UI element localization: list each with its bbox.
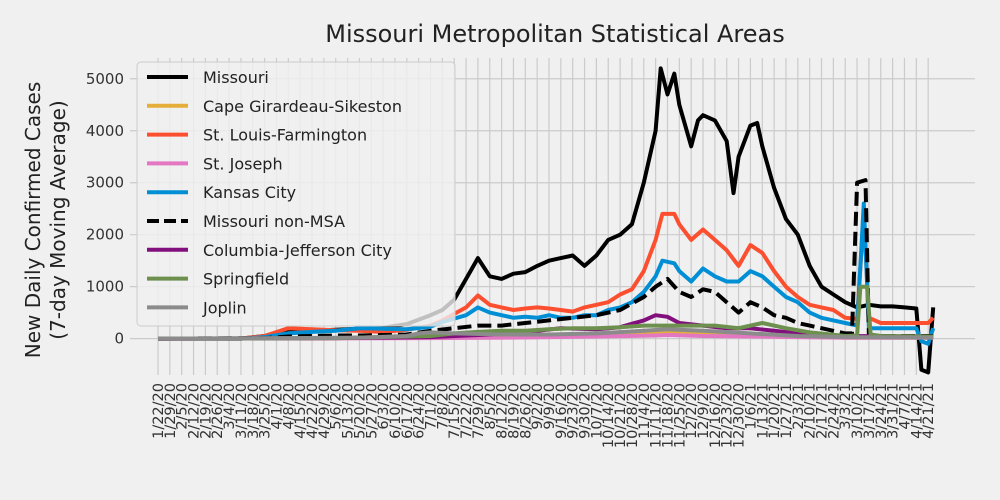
x-tick-label: 8/12/20 xyxy=(495,383,511,439)
x-tick-label: 12/2/20 xyxy=(684,383,700,439)
x-tick-label: 2/24/21 xyxy=(826,383,842,439)
x-tick-label: 5/13/20 xyxy=(341,383,357,439)
x-tick-label: 9/23/20 xyxy=(566,383,582,439)
x-tick-label: 7/15/20 xyxy=(447,383,463,439)
x-tick-label: 4/15/20 xyxy=(293,383,309,439)
x-tick-label: 4/7/21 xyxy=(897,383,913,430)
x-tick-label: 10/14/20 xyxy=(601,383,617,448)
x-tick-label: 2/12/20 xyxy=(187,383,203,439)
x-tick-label: 4/8/20 xyxy=(281,383,297,430)
x-axis-ticks: 1/22/201/29/202/5/202/12/202/19/202/26/2… xyxy=(151,383,937,448)
x-tick-label: 1/29/20 xyxy=(163,383,179,439)
x-tick-label: 2/5/20 xyxy=(175,383,191,430)
x-tick-label: 12/9/20 xyxy=(696,383,712,439)
legend-label: Cape Girardeau-Sikeston xyxy=(203,97,402,116)
y-tick-label: 0 xyxy=(114,330,124,348)
x-tick-label: 7/29/20 xyxy=(471,383,487,439)
x-tick-label: 3/17/21 xyxy=(862,383,878,439)
x-tick-label: 10/7/20 xyxy=(589,383,605,439)
x-tick-label: 6/24/20 xyxy=(412,383,428,439)
series-line-springfield xyxy=(157,284,934,341)
x-tick-label: 11/18/20 xyxy=(660,383,676,448)
x-tick-label: 1/27/21 xyxy=(779,383,795,439)
series-line-joplin xyxy=(157,327,934,341)
legend-label: Missouri non-MSA xyxy=(203,212,345,231)
x-tick-label: 6/3/20 xyxy=(376,383,392,430)
y-axis-label-line-1: New Daily Confirmed Cases xyxy=(21,82,45,359)
y-axis-label: New Daily Confirmed Cases (7-day Moving … xyxy=(21,82,70,359)
x-tick-label: 4/1/20 xyxy=(269,383,285,430)
legend-box xyxy=(136,61,456,327)
legend-label: Missouri xyxy=(203,68,269,87)
x-tick-label: 5/20/20 xyxy=(352,383,368,439)
x-tick-label: 7/1/20 xyxy=(424,383,440,430)
x-tick-label: 10/21/20 xyxy=(613,383,629,448)
x-tick-label: 12/16/20 xyxy=(708,383,724,448)
x-tick-label: 5/27/20 xyxy=(364,383,380,439)
x-tick-label: 9/2/20 xyxy=(530,383,546,430)
x-tick-label: 1/13/21 xyxy=(755,383,771,439)
x-tick-label: 3/18/20 xyxy=(246,383,262,439)
x-tick-label: 4/22/20 xyxy=(305,383,321,439)
x-tick-label: 9/16/20 xyxy=(554,383,570,439)
x-tick-label: 9/9/20 xyxy=(542,383,558,430)
legend-label: Joplin xyxy=(202,298,247,317)
x-tick-label: 6/10/20 xyxy=(388,383,404,439)
y-tick-label: 5000 xyxy=(86,70,124,88)
x-tick-label: 2/10/21 xyxy=(803,383,819,439)
legend: Missouri Cape Girardeau-Sikeston St. Louis… xyxy=(136,61,456,327)
legend-label: St. Joseph xyxy=(203,154,283,173)
x-tick-label: 1/22/20 xyxy=(151,383,167,439)
y-tick-label: 4000 xyxy=(86,122,124,140)
x-tick-label: 12/23/20 xyxy=(720,383,736,448)
legend-label: Columbia-Jefferson City xyxy=(203,241,392,260)
x-tick-label: 11/4/20 xyxy=(637,383,653,439)
x-tick-label: 8/26/20 xyxy=(518,383,534,439)
x-tick-label: 4/14/21 xyxy=(909,383,925,439)
x-tick-label: 11/25/20 xyxy=(672,383,688,448)
x-tick-label: 1/20/21 xyxy=(767,383,783,439)
x-tick-label: 3/11/20 xyxy=(234,383,250,439)
chart-title: Missouri Metropolitan Statistical Areas xyxy=(325,20,785,48)
x-tick-label: 4/29/20 xyxy=(317,383,333,439)
x-tick-label: 9/30/20 xyxy=(578,383,594,439)
x-tick-label: 3/24/21 xyxy=(874,383,890,439)
legend-label: Springfield xyxy=(203,270,289,289)
y-tick-label: 3000 xyxy=(86,174,124,192)
y-tick-label: 1000 xyxy=(86,278,124,296)
x-tick-label: 3/25/20 xyxy=(258,383,274,439)
x-tick-label: 8/5/20 xyxy=(483,383,499,430)
x-tick-label: 8/19/20 xyxy=(506,383,522,439)
x-tick-label: 2/19/20 xyxy=(198,383,214,439)
x-tick-label: 12/30/20 xyxy=(732,383,748,448)
x-tick-label: 6/17/20 xyxy=(400,383,416,439)
x-tick-label: 3/31/21 xyxy=(886,383,902,439)
x-tick-label: 2/17/21 xyxy=(815,383,831,439)
x-tick-label: 7/22/20 xyxy=(459,383,475,439)
x-tick-label: 1/6/21 xyxy=(743,383,759,430)
x-tick-label: 5/6/20 xyxy=(329,383,345,430)
x-tick-label: 7/8/20 xyxy=(435,383,451,430)
legend-label: St. Louis-Farmington xyxy=(203,126,367,145)
legend-label: Kansas City xyxy=(203,183,296,202)
x-tick-label: 2/3/21 xyxy=(791,383,807,430)
y-axis-label-line-2: (7-day Moving Average) xyxy=(46,100,70,339)
x-tick-label: 3/10/21 xyxy=(850,383,866,439)
y-axis-ticks: 0 1000 2000 3000 4000 5000 xyxy=(86,70,124,348)
x-tick-label: 10/28/20 xyxy=(625,383,641,448)
x-tick-label: 3/4/20 xyxy=(222,383,238,430)
y-tick-label: 2000 xyxy=(86,226,124,244)
x-tick-label: 4/21/21 xyxy=(921,383,937,439)
x-tick-label: 3/3/21 xyxy=(838,383,854,430)
x-tick-label: 11/11/20 xyxy=(649,383,665,448)
x-tick-label: 2/26/20 xyxy=(210,383,226,439)
